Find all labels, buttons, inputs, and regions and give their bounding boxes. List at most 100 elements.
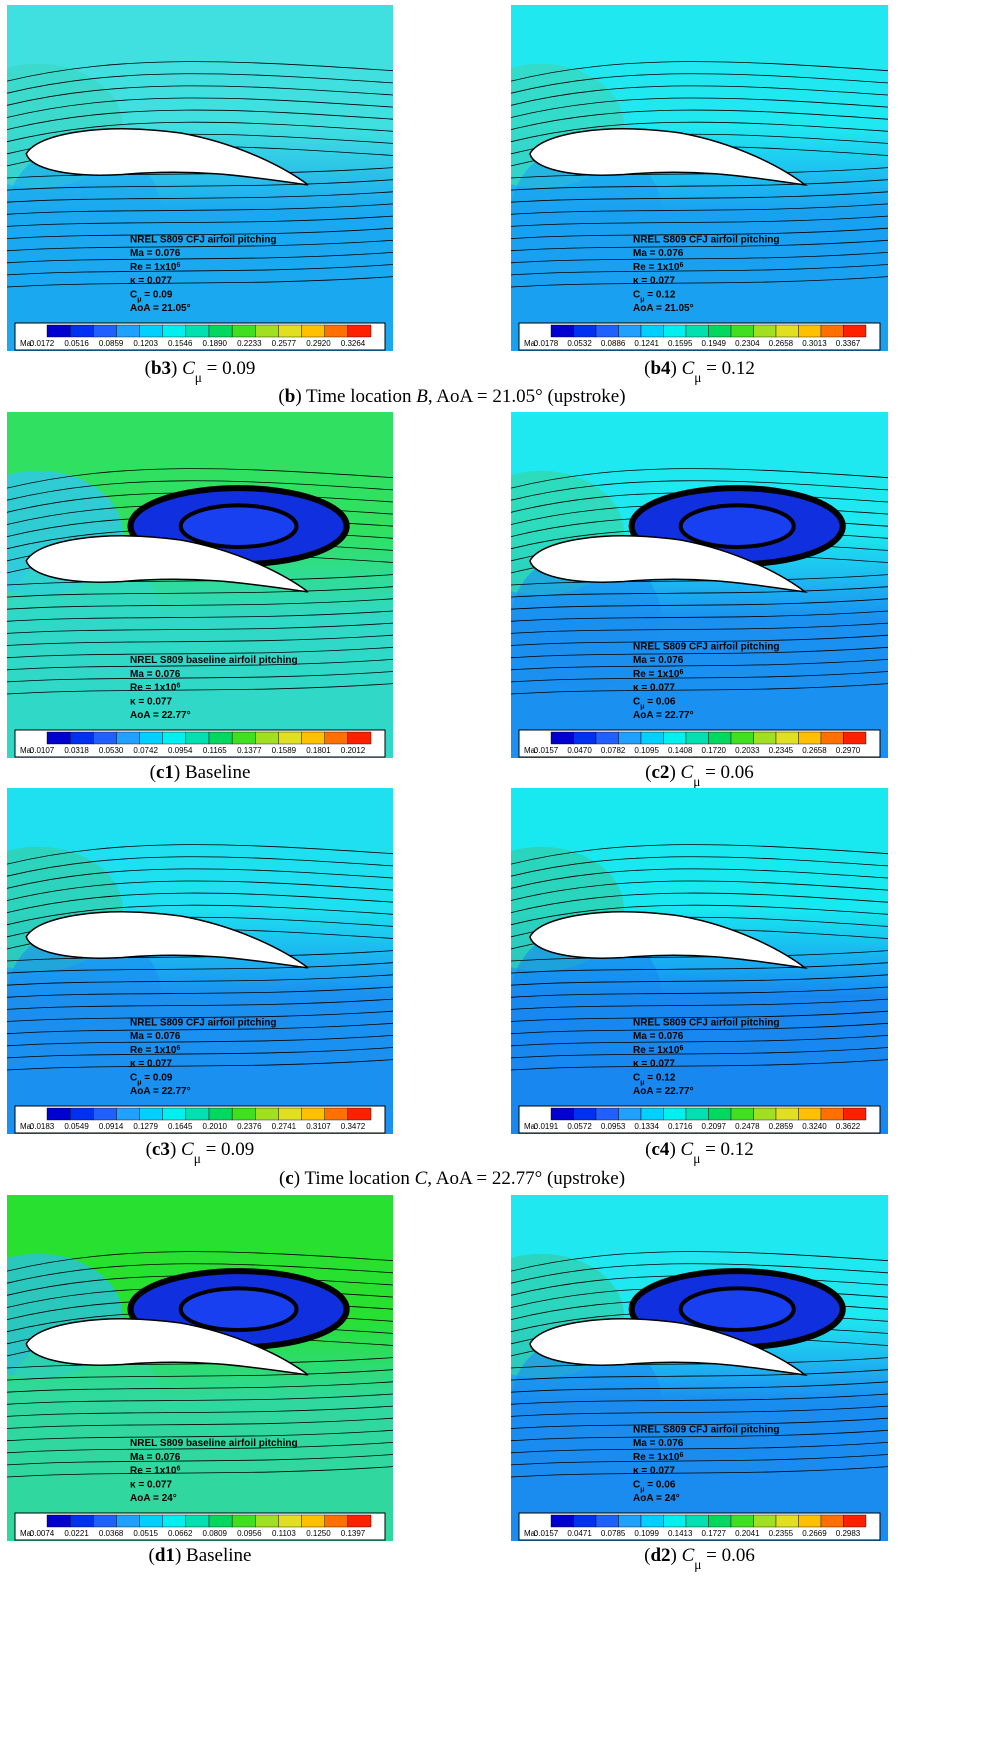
colorbar-swatch xyxy=(46,324,71,338)
text-run: ) Baseline xyxy=(174,762,251,783)
annotation-line: AoA = 21.05° xyxy=(130,303,191,314)
annotation-line: NREL S809 baseline airfoil pitching xyxy=(130,1438,298,1449)
colorbar-tick-label: 0.0859 xyxy=(99,339,124,348)
streamline xyxy=(511,892,888,913)
text-run: ) xyxy=(671,1545,682,1566)
colorbar-tick-label: 0.1727 xyxy=(702,1529,727,1538)
text-run: c xyxy=(285,1168,293,1189)
airfoil xyxy=(529,535,808,594)
text-run: 6 xyxy=(176,1044,180,1051)
colorbar-tick-label: 0.0886 xyxy=(601,339,626,348)
colorbar-tick-label: 0.2041 xyxy=(735,1529,760,1538)
colorbar-swatch xyxy=(231,1107,256,1121)
streamline xyxy=(511,480,888,501)
colorbar-swatch xyxy=(753,324,777,338)
colorbar-label: Ma: xyxy=(524,746,537,755)
text-run: Ma = 0.076 xyxy=(633,655,684,666)
colorbar-swatch xyxy=(347,1107,372,1121)
colorbar-swatch xyxy=(820,324,844,338)
colorbar-swatch xyxy=(46,731,71,745)
text-run: NREL S809 CFJ airfoil pitching xyxy=(130,1018,277,1029)
text-run: AoA = 24° xyxy=(130,1493,177,1504)
colorbar-swatch xyxy=(708,1107,732,1121)
text-run: NREL S809 baseline airfoil pitching xyxy=(130,1438,298,1449)
colorbar-tick-label: 0.3472 xyxy=(341,1122,366,1131)
streamline xyxy=(511,167,888,179)
annotation-line: Re = 1x106 xyxy=(130,1465,180,1477)
colorbar-swatch xyxy=(69,731,94,745)
colorbar-swatch xyxy=(208,1107,233,1121)
colorbar-swatch xyxy=(573,1514,597,1528)
streamline xyxy=(511,1251,888,1272)
vortex xyxy=(178,1286,299,1332)
colorbar-swatch xyxy=(324,1514,349,1528)
streamline xyxy=(511,61,888,82)
text-run: ( xyxy=(279,1168,285,1189)
text-run: μ xyxy=(640,296,644,303)
colorbar-swatch xyxy=(595,1514,619,1528)
colorbar-swatch xyxy=(139,324,163,338)
text-run: 6 xyxy=(176,1465,180,1472)
colorbar-tick-label: 0.0549 xyxy=(64,1122,89,1131)
colorbar-tick-label: 0.3013 xyxy=(802,339,827,348)
annotation-line: Re = 1x106 xyxy=(633,1044,683,1056)
annotation-line: Ma = 0.076 xyxy=(633,1438,684,1449)
streamline xyxy=(7,480,393,501)
colorbar-swatch xyxy=(663,1107,687,1121)
colorbar-swatch xyxy=(93,1107,117,1121)
streamline xyxy=(7,97,393,118)
annotation-line: Cμ = 0.06 xyxy=(633,1479,676,1493)
streamline xyxy=(511,844,888,865)
streamline xyxy=(7,1022,393,1035)
airfoil xyxy=(529,911,808,970)
colorbar-tick-label: 0.0172 xyxy=(30,339,55,348)
colorbar-swatch xyxy=(685,731,709,745)
colorbar-tick-label: 0.1397 xyxy=(341,1529,366,1538)
text-run: NREL S809 CFJ airfoil pitching xyxy=(633,642,780,653)
colorbar-tick-label: 0.1250 xyxy=(306,1529,331,1538)
streamline xyxy=(511,227,888,239)
vortex xyxy=(678,1286,796,1332)
colorbar-tick-label: 0.0662 xyxy=(168,1529,193,1538)
text-run: κ = 0.077 xyxy=(633,1059,675,1070)
streamline xyxy=(511,610,888,622)
colorbar-tick-label: 0.1413 xyxy=(668,1529,693,1538)
colorbar-swatch xyxy=(278,324,302,338)
streamline xyxy=(7,1405,393,1417)
panel-caption: (c1) Baseline xyxy=(150,762,251,783)
colorbar-swatch xyxy=(843,731,867,745)
colorbar-swatch xyxy=(162,731,187,745)
text-run: μ xyxy=(694,1557,701,1572)
flow-panel: NREL S809 baseline airfoil pitching Ma = … xyxy=(7,412,393,783)
annotation-line: Re = 1x106 xyxy=(633,1451,683,1463)
text-run: Re = 1x10 xyxy=(633,669,680,680)
colorbar-swatch xyxy=(775,731,799,745)
colorbar-swatch xyxy=(162,324,187,338)
streamline xyxy=(7,659,393,671)
streamline xyxy=(7,622,393,634)
colorbar-tick-label: 0.0516 xyxy=(64,339,89,348)
colorbar-swatch xyxy=(663,324,687,338)
colorbar-tick-label: 0.2577 xyxy=(272,339,297,348)
annotation-line: κ = 0.077 xyxy=(633,1466,675,1477)
text-run: B xyxy=(416,386,428,407)
annotation-line: Ma = 0.076 xyxy=(633,655,684,666)
streamline xyxy=(7,1369,393,1381)
annotation-line: AoA = 22.77° xyxy=(130,1086,191,1097)
colorbar-swatch xyxy=(278,1107,302,1121)
streamline xyxy=(511,109,888,130)
annotation-line: κ = 0.077 xyxy=(633,683,675,694)
streamline xyxy=(511,1369,888,1381)
annotation-line: AoA = 22.77° xyxy=(633,710,694,721)
colorbar-swatch xyxy=(798,324,822,338)
streamline xyxy=(511,634,888,646)
colorbar-swatch xyxy=(663,1514,687,1528)
streamline xyxy=(7,1357,393,1369)
text-run: d2 xyxy=(650,1545,670,1566)
colorbar-tick-label: 0.0572 xyxy=(567,1122,592,1131)
text-run: = 0.06 xyxy=(701,1545,754,1566)
streamline xyxy=(7,683,393,695)
colorbar-tick-label: 0.1589 xyxy=(272,746,297,755)
streamline xyxy=(7,904,393,926)
text-run: Re = 1x10 xyxy=(130,1466,177,1477)
